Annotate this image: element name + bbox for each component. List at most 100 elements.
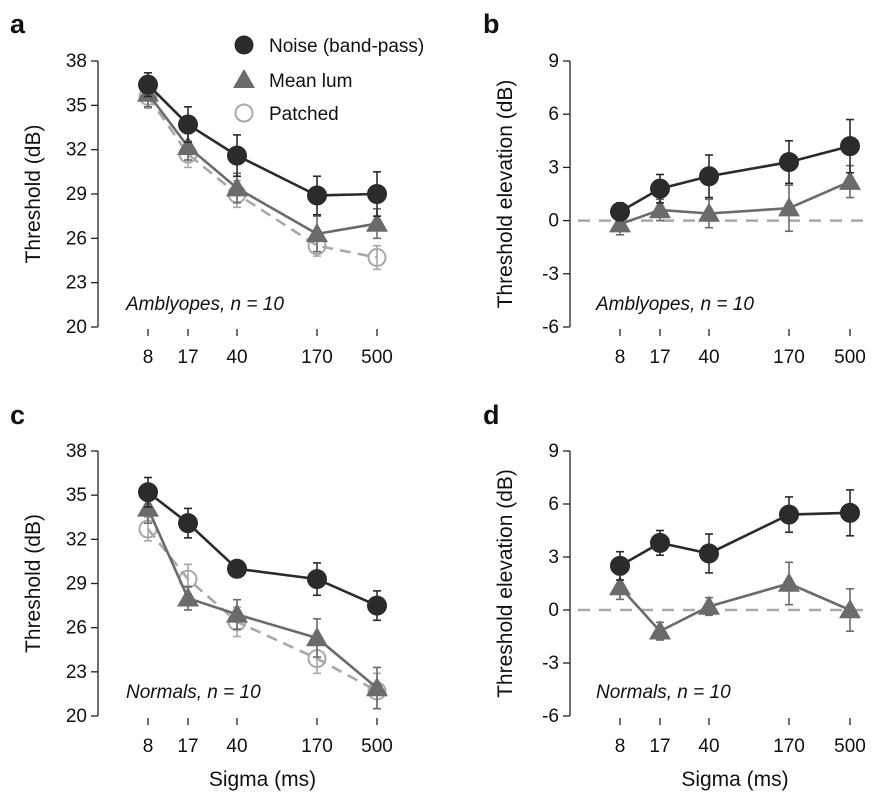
y-tick-label: -6 [542, 706, 559, 727]
x-tick-label: 500 [834, 347, 866, 368]
legend-label: Noise (band-pass) [269, 36, 424, 57]
panel-b: b -6 -3 0 3 6 9 8 17 40 170 500 Threshold elevation … [483, 9, 872, 368]
data-point [367, 184, 387, 204]
y-axis-label: Threshold elevation (dB) [494, 469, 517, 698]
legend-marker [234, 35, 254, 55]
y-tick-label: 29 [66, 574, 87, 595]
legend-marker [233, 69, 255, 88]
series-noise [610, 489, 860, 581]
y-tick-label: 23 [66, 662, 87, 683]
panel-c: c 20 23 26 29 32 35 38 8 17 40 170 500 Threshold (dB)… [10, 400, 393, 791]
series-line [146, 92, 378, 236]
y-tick-label: 9 [548, 51, 559, 72]
data-point [699, 166, 719, 187]
legend: Noise (band-pass) Mean lum Patched [233, 35, 424, 125]
data-point [138, 74, 158, 95]
panel-annotation: Normals, n = 10 [126, 682, 261, 703]
legend-item-patched: Patched [234, 103, 339, 125]
data-point [227, 145, 247, 166]
x-axis-label: Sigma (ms) [681, 768, 788, 791]
data-point [609, 213, 631, 233]
y-tick-label: 0 [548, 211, 559, 232]
x-tick-label: 8 [615, 736, 626, 757]
y-tick-label: 32 [66, 140, 87, 161]
data-point [138, 482, 158, 503]
x-tick-label: 17 [649, 347, 670, 368]
y-tick-label: 35 [66, 485, 87, 506]
data-point [610, 201, 630, 222]
data-point [178, 513, 198, 534]
data-point [840, 502, 860, 523]
panel-letter: c [10, 400, 25, 430]
y-tick-label: 3 [548, 547, 559, 568]
data-point [649, 198, 671, 219]
y-tick-label: 9 [548, 441, 559, 462]
legend-label: Mean lum [269, 71, 352, 92]
data-point [226, 177, 248, 197]
x-tick-label: 500 [834, 736, 866, 757]
y-tick-label: 26 [66, 618, 87, 639]
data-point [366, 677, 388, 697]
panel-letter: b [483, 9, 500, 39]
series-meanlum [137, 79, 388, 253]
x-tick-label: 17 [649, 736, 670, 757]
x-tick-label: 40 [698, 736, 719, 757]
series-line [619, 144, 851, 213]
y-tick-label: 29 [66, 184, 87, 205]
data-point [698, 595, 720, 615]
legend-item-meanlum: Mean lum [233, 69, 352, 92]
data-point [367, 595, 387, 616]
data-point [226, 603, 248, 623]
data-point [610, 555, 630, 576]
y-tick-label: -6 [542, 317, 559, 338]
data-point [839, 170, 861, 190]
panel-letter: a [10, 9, 26, 39]
x-tick-label: 40 [226, 347, 247, 368]
y-tick-label: 3 [548, 157, 559, 178]
series-line [146, 528, 378, 693]
data-point [779, 504, 799, 525]
panel-d: d -6 -3 0 3 6 9 8 17 40 170 500 Threshold elevation … [483, 400, 872, 791]
data-point [778, 572, 800, 592]
panel-a: a 20 23 26 29 32 35 38 8 17 40 170 500 Threshold (dB)… [10, 9, 393, 368]
data-point [650, 178, 670, 199]
data-point [178, 114, 198, 135]
x-tick-label: 40 [698, 347, 719, 368]
x-tick-label: 170 [301, 347, 333, 368]
y-tick-label: 32 [66, 529, 87, 550]
y-tick-label: 20 [66, 317, 87, 338]
x-axis-label: Sigma (ms) [209, 768, 316, 791]
data-point [650, 532, 670, 553]
y-tick-label: 23 [66, 273, 87, 294]
x-tick-label: 500 [361, 347, 393, 368]
y-tick-label: 26 [66, 228, 87, 249]
series-noise [138, 72, 387, 217]
x-tick-label: 8 [615, 347, 626, 368]
data-point [306, 222, 328, 243]
panel-annotation: Normals, n = 10 [596, 682, 731, 703]
y-tick-label: -3 [542, 653, 559, 674]
x-tick-label: 17 [177, 347, 198, 368]
series-noise [138, 476, 387, 622]
x-tick-label: 170 [773, 736, 805, 757]
x-tick-label: 170 [301, 736, 333, 757]
data-point [839, 599, 861, 619]
data-point [177, 135, 199, 155]
series-meanlum [609, 561, 861, 641]
data-point [367, 248, 387, 268]
data-point [778, 197, 800, 217]
legend-item-noise: Noise (band-pass) [234, 35, 424, 57]
x-tick-label: 170 [773, 347, 805, 368]
legend-marker [234, 103, 254, 123]
data-point [307, 185, 327, 206]
data-point [307, 569, 327, 590]
series-noise [610, 118, 860, 222]
y-tick-label: 20 [66, 706, 87, 727]
series-patched [138, 516, 387, 710]
y-axis-label: Threshold (dB) [22, 125, 45, 264]
data-point [366, 212, 388, 232]
data-point [698, 202, 720, 222]
y-axis-label: Threshold (dB) [22, 514, 45, 653]
x-tick-label: 40 [226, 736, 247, 757]
